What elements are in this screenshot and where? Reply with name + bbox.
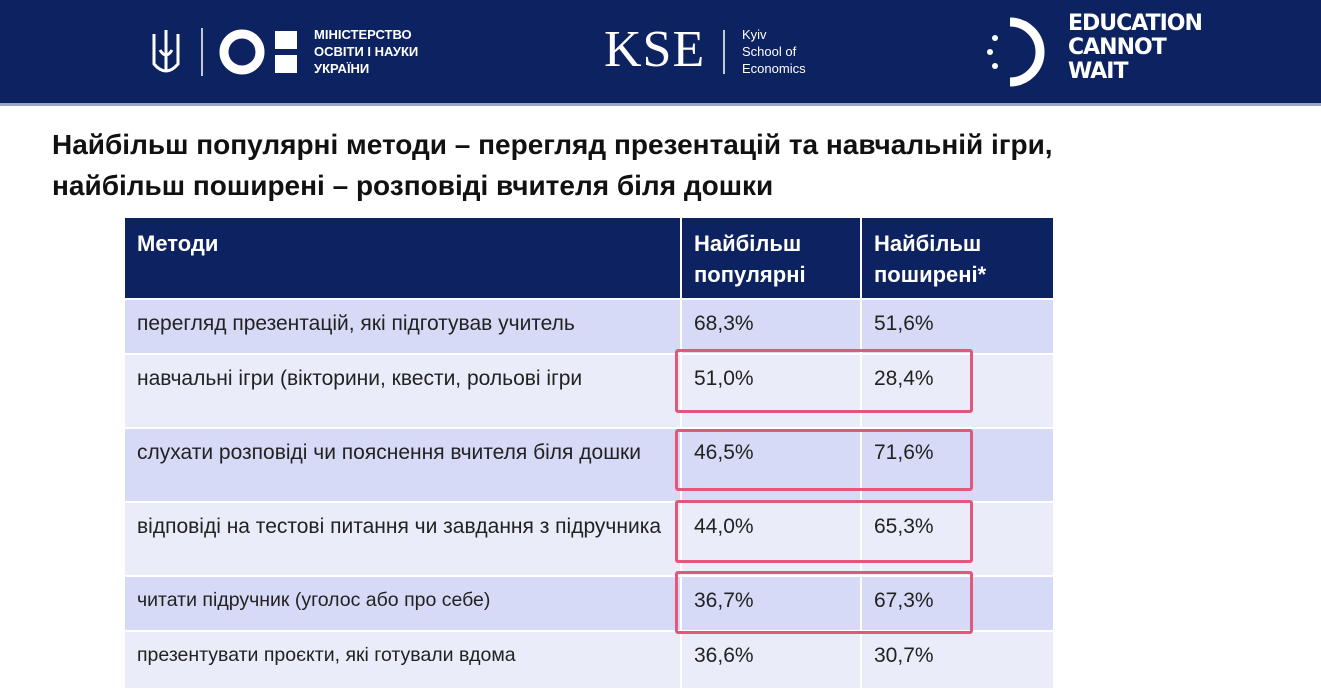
table-row: презентувати проєкти, які готували вдома… xyxy=(125,632,1053,688)
ministry-square xyxy=(275,55,297,73)
text: Найбільш популярні методи – перегляд пре… xyxy=(52,129,1053,160)
method-cell: відповіді на тестові питання чи завдання… xyxy=(125,503,680,575)
logos xyxy=(152,17,1045,87)
value-cell: 68,3% xyxy=(682,300,860,353)
column-header: Найбільш поширені* xyxy=(862,218,1053,298)
text: Kyiv xyxy=(742,27,767,42)
ecw-dot xyxy=(992,63,998,69)
kse-name: Kyiv School of Economics xyxy=(742,26,806,77)
method-cell: слухати розповіді чи пояснення вчителя б… xyxy=(125,429,680,501)
text: School of xyxy=(742,44,797,59)
ecw-ring xyxy=(1009,17,1045,87)
kse-logo: KSE xyxy=(604,21,706,78)
table-row: читати підручник (уголос або про себе) 36… xyxy=(125,577,1053,630)
text: CANNOT xyxy=(1068,35,1167,60)
text: ОСВІТИ І НАУКИ xyxy=(314,44,419,59)
table-body: перегляд презентацій, які підготував учи… xyxy=(125,300,1053,688)
table-row: навчальні ігри (вікторини, квести, рольо… xyxy=(125,355,1053,427)
text: УКРАЇНИ xyxy=(314,61,370,76)
text: Economics xyxy=(742,61,806,76)
column-header: Методи xyxy=(125,218,680,298)
value-cell: 65,3% xyxy=(862,503,1053,575)
trident xyxy=(152,30,180,73)
value-cell: 36,7% xyxy=(682,577,860,630)
text: МІНІСТЕРСТВО xyxy=(314,27,412,42)
highlight-box xyxy=(675,571,973,634)
slide-title: Найбільш популярні методи – перегляд пре… xyxy=(52,124,1053,206)
value-cell: 51,0% xyxy=(682,355,860,427)
ministry-ring xyxy=(219,29,265,75)
table-row: слухати розповіді чи пояснення вчителя б… xyxy=(125,429,1053,501)
highlight-box xyxy=(675,500,973,563)
header-band: МІНІСТЕРСТВО ОСВІТИ І НАУКИ УКРАЇНИ KSE Ky… xyxy=(0,0,1321,106)
value-cell: 51,6% xyxy=(862,300,1053,353)
value-cell: 30,7% xyxy=(862,632,1053,688)
method-cell: навчальні ігри (вікторини, квести, рольо… xyxy=(125,355,680,427)
value-cell: 36,6% xyxy=(682,632,860,688)
ecw-logo: EDUCATION CANNOT WAIT xyxy=(1068,11,1203,84)
method-cell: перегляд презентацій, які підготував учи… xyxy=(125,300,680,353)
column-header: Найбільш популярні xyxy=(682,218,860,298)
value-cell: 44,0% xyxy=(682,503,860,575)
highlight-box xyxy=(675,349,973,413)
table-row: відповіді на тестові питання чи завдання… xyxy=(125,503,1053,575)
value-cell: 67,3% xyxy=(862,577,1053,630)
header-row: Методи Найбільш популярні Найбільш поширен… xyxy=(125,218,1053,298)
text: WAIT xyxy=(1068,59,1128,84)
methods-table: Методи Найбільш популярні Найбільш поширен… xyxy=(123,216,1055,690)
ministry-square xyxy=(275,31,297,49)
highlight-box xyxy=(675,429,973,491)
method-cell: презентувати проєкти, які готували вдома xyxy=(125,632,680,688)
text: EDUCATION xyxy=(1068,11,1203,36)
ecw-dot xyxy=(987,49,993,55)
ministry-name: МІНІСТЕРСТВО ОСВІТИ І НАУКИ УКРАЇНИ xyxy=(314,26,418,77)
text: найбільш поширені – розповіді вчителя бі… xyxy=(52,170,774,201)
value-cell: 28,4% xyxy=(862,355,1053,427)
method-cell: читати підручник (уголос або про себе) xyxy=(125,577,680,630)
table-row: перегляд презентацій, які підготував учи… xyxy=(125,300,1053,353)
ecw-dot xyxy=(992,35,998,41)
